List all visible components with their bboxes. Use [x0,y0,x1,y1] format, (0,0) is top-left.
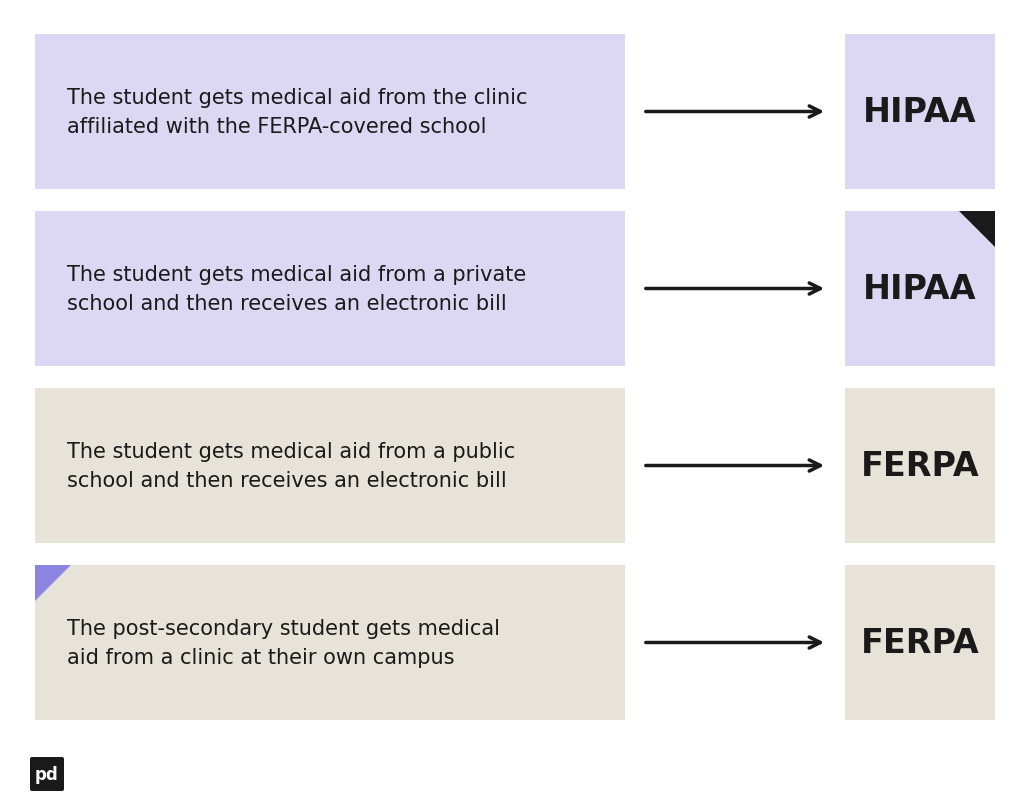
Bar [845,35,995,190]
Text: The student gets medical aid from the clinic
affiliated with the FERPA-covered s: The student gets medical aid from the cl… [67,88,527,137]
Bar [35,35,625,190]
Text: pd: pd [35,765,58,783]
FancyBboxPatch shape [30,757,63,791]
Text: HIPAA: HIPAA [863,272,977,306]
Text: The student gets medical aid from a public
school and then receives an electroni: The student gets medical aid from a publ… [67,441,515,491]
Text: FERPA: FERPA [860,449,979,483]
Bar [35,212,625,367]
Text: HIPAA: HIPAA [863,96,977,129]
Bar [845,565,995,720]
Bar [845,388,995,543]
Polygon shape [845,212,995,367]
Polygon shape [959,212,995,247]
Polygon shape [35,565,71,601]
Text: The post-secondary student gets medical
aid from a clinic at their own campus: The post-secondary student gets medical … [67,618,500,667]
Polygon shape [35,565,625,720]
Text: FERPA: FERPA [860,626,979,659]
Bar [35,388,625,543]
Text: The student gets medical aid from a private
school and then receives an electron: The student gets medical aid from a priv… [67,264,526,314]
